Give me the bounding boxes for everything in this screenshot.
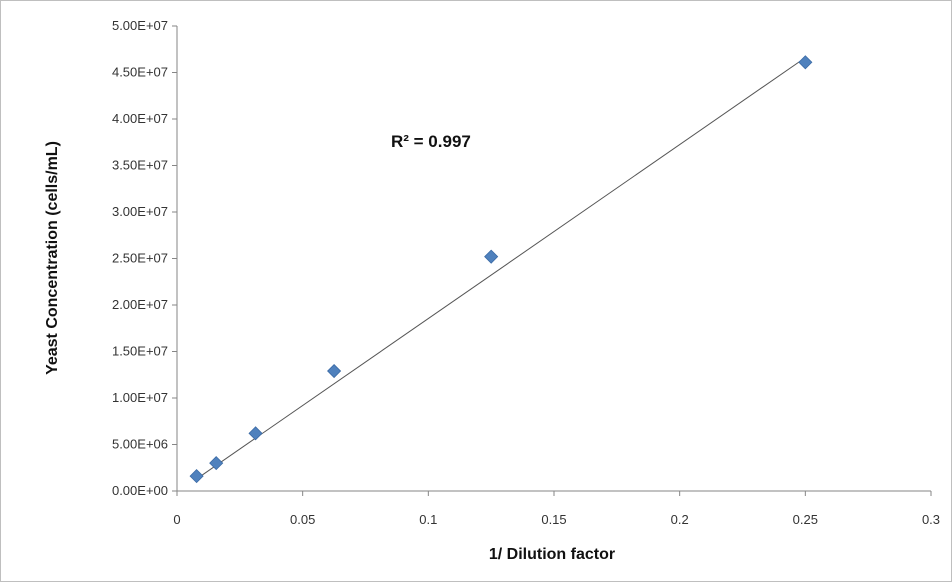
x-tick-label: 0.3	[922, 512, 940, 527]
y-tick-label: 0.00E+00	[112, 483, 168, 498]
data-point	[484, 249, 499, 264]
data-points	[189, 55, 813, 484]
y-tick-label: 5.00E+07	[112, 18, 168, 33]
x-axis-ticks: 0 0.05 0.1 0.15 0.2 0.25 0.3	[173, 491, 940, 527]
y-tick-label: 4.00E+07	[112, 111, 168, 126]
y-tick-label: 1.00E+07	[112, 390, 168, 405]
y-axis-title: Yeast Concentration (cells/mL)	[44, 141, 61, 375]
y-tick-label: 5.00E+06	[112, 437, 168, 452]
y-tick-label: 2.00E+07	[112, 297, 168, 312]
x-tick-label: 0.1	[419, 512, 437, 527]
data-point	[189, 469, 204, 484]
data-point	[327, 363, 342, 379]
x-tick-label: 0.2	[671, 512, 689, 527]
y-tick-label: 1.50E+07	[112, 344, 168, 359]
data-point	[248, 426, 263, 441]
data-point	[798, 55, 813, 70]
data-point	[209, 456, 224, 471]
x-tick-label: 0.15	[541, 512, 566, 527]
r-squared-annotation: R² = 0.997	[391, 132, 471, 151]
y-axis-ticks: 0.00E+00 5.00E+06 1.00E+07 1.50E+07 2.00E+07…	[112, 18, 177, 498]
x-tick-label: 0.05	[290, 512, 315, 527]
y-tick-label: 4.50E+07	[112, 65, 168, 80]
y-tick-label: 2.50E+07	[112, 251, 168, 266]
x-axis-title: 1/ Dilution factor	[489, 546, 615, 563]
y-tick-label: 3.00E+07	[112, 204, 168, 219]
x-tick-label: 0	[173, 512, 180, 527]
y-tick-label: 3.50E+07	[112, 158, 168, 173]
x-tick-label: 0.25	[793, 512, 818, 527]
linear-trendline	[196, 57, 806, 480]
